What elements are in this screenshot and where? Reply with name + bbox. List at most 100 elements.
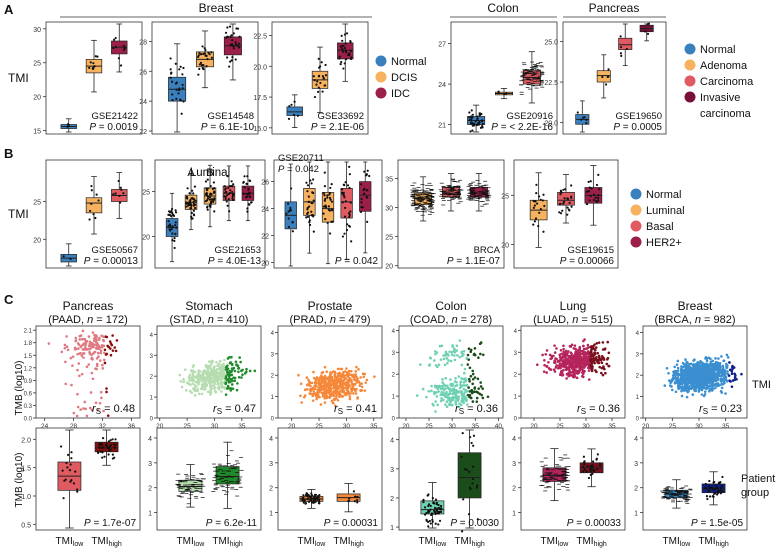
- data-point: [328, 193, 331, 196]
- data-point: [434, 522, 437, 525]
- scatter-point: [689, 362, 693, 366]
- data-point: [287, 117, 291, 121]
- data-point: [289, 206, 292, 210]
- panel-frame: [397, 159, 505, 269]
- data-point: [589, 180, 592, 183]
- scatter-point: [444, 403, 447, 406]
- data-point: [212, 198, 215, 201]
- data-point: [585, 202, 589, 206]
- scatter-point: [724, 372, 727, 375]
- y-tick-label: 22.5: [253, 34, 267, 41]
- data-point: [469, 488, 472, 491]
- data-point: [422, 500, 425, 503]
- scatter-point: [190, 391, 194, 395]
- scatter-point: [707, 365, 711, 369]
- data-point: [314, 500, 317, 503]
- scatter-point: [674, 374, 677, 378]
- y-tick-label: 1: [512, 511, 516, 518]
- y-tick-label: 3: [636, 352, 640, 358]
- scatter-point: [712, 383, 715, 387]
- scatter-point: [229, 386, 233, 390]
- scatter-point: [571, 370, 574, 374]
- data-point: [205, 189, 209, 192]
- y-label-tmb-box: TMB (log10): [14, 452, 25, 507]
- data-point: [245, 182, 249, 186]
- scatter-point: [84, 342, 88, 345]
- scatter-point: [553, 351, 557, 354]
- scatter-point: [465, 356, 469, 360]
- scatter-point: [102, 358, 106, 362]
- data-point: [105, 444, 108, 447]
- scatter-point: [567, 374, 571, 378]
- data-point: [205, 54, 208, 57]
- y-tick-label: 1: [636, 395, 640, 401]
- scatter-point: [99, 390, 103, 394]
- y-tick-label: 1.5: [24, 354, 33, 360]
- scatter-point: [460, 350, 464, 354]
- data-point: [462, 498, 465, 501]
- data-point: [232, 47, 236, 50]
- data-point: [352, 490, 356, 493]
- data-point: [423, 506, 427, 509]
- scatter-point: [208, 376, 212, 380]
- scatter-point: [444, 376, 447, 380]
- data-point: [169, 68, 172, 71]
- scatter-point: [476, 391, 480, 395]
- data-point: [313, 496, 317, 499]
- data-point: [194, 206, 197, 210]
- scatter-point: [192, 387, 195, 391]
- data-point: [178, 87, 181, 90]
- scatter-point: [82, 407, 85, 410]
- panel-frame: [642, 427, 748, 531]
- scatter-point: [674, 371, 677, 375]
- data-point: [191, 197, 194, 200]
- data-point: [306, 215, 310, 218]
- scatter-point: [599, 371, 603, 375]
- data-point: [433, 506, 437, 510]
- panel-frame: [273, 159, 383, 269]
- data-point: [342, 193, 345, 197]
- x-tick-label: 30: [449, 423, 457, 430]
- scatter-point: [699, 359, 702, 363]
- scatter-point: [226, 378, 229, 382]
- data-point: [242, 181, 245, 184]
- scatter-point: [461, 393, 465, 397]
- data-point: [178, 89, 181, 92]
- data-point: [471, 482, 474, 485]
- data-point: [344, 57, 348, 61]
- data-point: [226, 56, 229, 59]
- data-point: [173, 239, 176, 243]
- scatter-point: [707, 381, 711, 385]
- scatter-point: [334, 397, 338, 400]
- scatter-point: [690, 369, 694, 373]
- scatter-point: [71, 355, 75, 358]
- y-tick-label: 20: [33, 95, 41, 102]
- scatter-point: [602, 366, 605, 369]
- x-tick-label: 25: [669, 423, 677, 430]
- data-point: [481, 122, 484, 126]
- p-value: P = 1.5e-05: [691, 518, 743, 529]
- y-tick-label: 2: [269, 486, 273, 493]
- scatter-point: [560, 362, 564, 366]
- scatter-point: [105, 387, 108, 390]
- data-point: [194, 199, 197, 202]
- scatter-point: [601, 373, 605, 377]
- scatter-point: [319, 403, 323, 406]
- y-tick-label: 26: [139, 69, 147, 76]
- scatter-point: [440, 390, 443, 394]
- data-point: [423, 513, 427, 516]
- scatter-point: [559, 370, 563, 374]
- data-point: [313, 95, 317, 99]
- scatter-point: [72, 411, 76, 415]
- y-tick-label: 25: [501, 193, 509, 200]
- scatter-point: [445, 405, 449, 409]
- scatter-point: [203, 385, 207, 389]
- scatter-point: [222, 362, 225, 366]
- scatter-point: [473, 347, 477, 350]
- scatter-point: [323, 396, 327, 400]
- scatter-point: [685, 360, 688, 364]
- data-point: [363, 170, 366, 173]
